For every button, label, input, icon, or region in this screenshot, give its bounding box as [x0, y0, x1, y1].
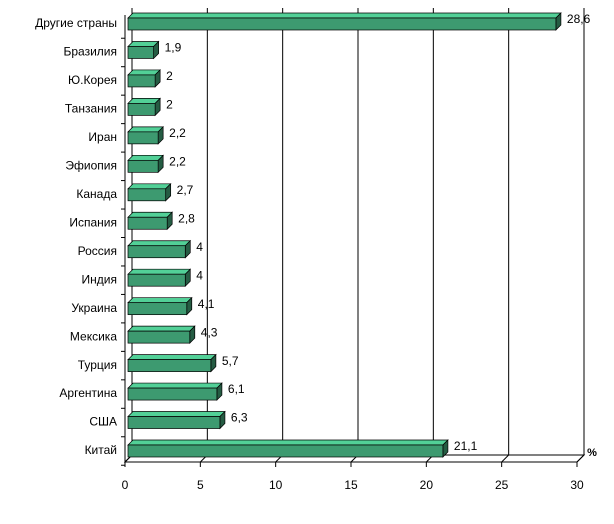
value-label: 4 — [196, 268, 203, 282]
bar — [127, 444, 444, 458]
value-label: 4,1 — [198, 297, 215, 311]
bar-top — [127, 354, 217, 360]
y-tick-label: Ю.Корея — [68, 73, 117, 87]
bar-top — [127, 183, 172, 190]
x-tick-label: 5 — [197, 478, 204, 492]
value-label: 28,6 — [567, 12, 591, 26]
value-label: 6,1 — [228, 382, 245, 396]
value-label: 2,7 — [177, 183, 194, 197]
bar-top — [127, 325, 196, 332]
x-tick-label: 0 — [122, 478, 129, 492]
bar — [127, 245, 186, 259]
bar — [127, 131, 159, 145]
bar-top — [127, 297, 193, 304]
y-tick-label: Турция — [78, 358, 117, 372]
bar-top — [127, 268, 192, 275]
grid-line — [275, 8, 284, 463]
bar — [127, 159, 159, 173]
bar-top — [127, 382, 223, 389]
x-tick-label: 30 — [570, 478, 584, 492]
x-tick-label: 20 — [420, 478, 434, 492]
bar — [127, 330, 191, 344]
x-tick-label: 15 — [344, 478, 358, 492]
value-label: 2,2 — [169, 126, 186, 140]
bar-top — [127, 126, 164, 133]
y-tick-label: Танзания — [65, 102, 117, 116]
y-tick-label: Канада — [76, 187, 117, 201]
grid-line — [576, 8, 585, 463]
bar — [127, 188, 167, 202]
y-tick-label: Испания — [69, 215, 117, 229]
y-tick-label: Украина — [71, 301, 117, 315]
grid-line — [425, 8, 434, 463]
bar — [127, 387, 218, 401]
y-tick-label: Индия — [82, 272, 117, 286]
x-tick-label: 25 — [495, 478, 509, 492]
bar — [127, 302, 188, 316]
value-label: 2 — [166, 98, 173, 112]
bar-top — [127, 154, 164, 161]
value-label: 2,2 — [169, 155, 186, 169]
bar-top — [127, 439, 449, 446]
grid-line — [350, 8, 359, 463]
grid-line — [501, 8, 510, 463]
bar — [127, 17, 557, 31]
value-label: 6,3 — [231, 411, 248, 425]
y-tick-label: Иран — [88, 130, 117, 144]
value-label: 5,7 — [222, 354, 239, 368]
y-tick-label: Россия — [78, 244, 117, 258]
bar — [127, 416, 221, 429]
x-tick-label: 10 — [269, 478, 283, 492]
value-label: 1,9 — [165, 41, 182, 55]
bar-top — [127, 240, 192, 247]
value-label: 4 — [196, 240, 203, 254]
y-tick-label: Аргентина — [59, 386, 117, 400]
value-label: 4,3 — [201, 325, 218, 339]
bar — [127, 216, 168, 230]
y-tick-label: США — [89, 415, 117, 429]
bar-top — [127, 411, 226, 417]
value-label: 2,8 — [178, 211, 195, 225]
y-tick-label: Мексика — [70, 329, 117, 343]
axis-label: % — [587, 447, 597, 459]
y-tick-label: Эфиопия — [65, 159, 117, 173]
bar-top — [127, 98, 161, 104]
bar — [127, 273, 186, 287]
bar-top — [127, 12, 562, 19]
value-label: 21,1 — [454, 439, 478, 453]
bar — [127, 359, 212, 372]
value-label: 2 — [166, 69, 173, 83]
bar — [127, 46, 154, 59]
bar — [127, 103, 156, 116]
bar-top — [127, 69, 161, 76]
y-tick-label: Бразилия — [64, 45, 118, 59]
bar-top — [127, 211, 174, 218]
y-tick-label: Китай — [85, 443, 117, 457]
bar — [127, 74, 156, 88]
y-tick-label: Другие страны — [35, 16, 117, 30]
